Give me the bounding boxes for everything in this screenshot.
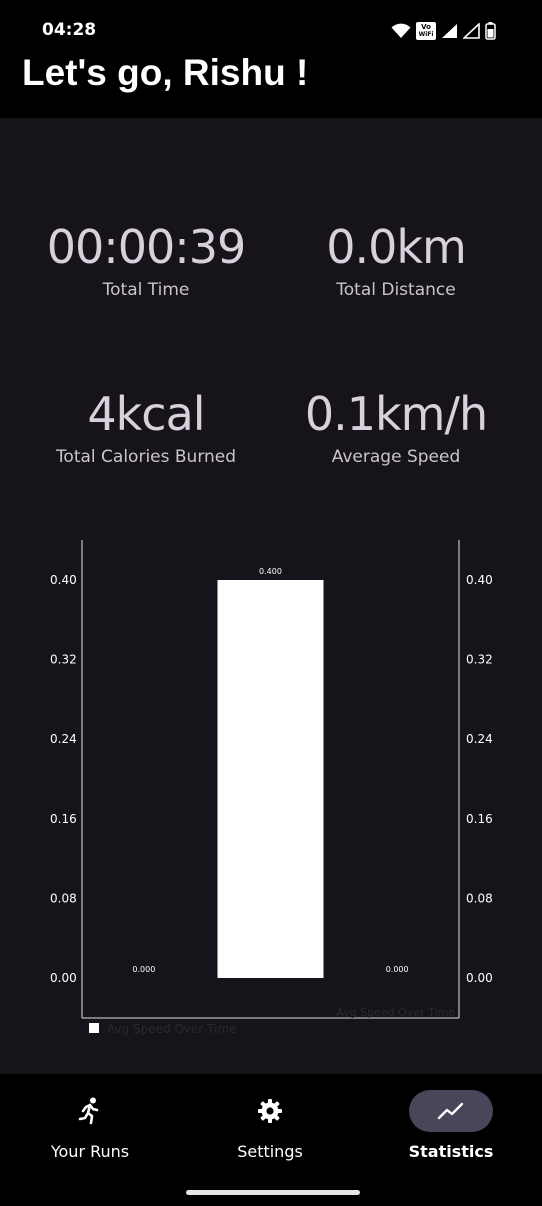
total-time-value: 00:00:39 xyxy=(46,220,247,274)
battery-icon xyxy=(485,22,496,40)
avg-speed-chart-svg: 0.00 0.00 0.08 0.08 0.16 0.16 0.24 0.24 0.32 0.32… xyxy=(50,540,493,1036)
y-tick-label-left: 0.16 xyxy=(50,812,77,826)
signal-icon xyxy=(442,24,457,38)
y-tick-label-right: 0.24 xyxy=(466,732,493,746)
nav-item-settings[interactable]: Settings xyxy=(190,1090,350,1161)
volte-bottom-text: WiFi xyxy=(418,31,434,38)
total-distance-label: Total Distance xyxy=(336,280,456,300)
chart-bar xyxy=(217,580,324,978)
volte-top-text: Vo xyxy=(421,23,431,31)
running-person-icon xyxy=(78,1097,99,1125)
avg-speed-value: 0.1km/h xyxy=(304,387,488,441)
y-tick-label-left: 0.32 xyxy=(50,653,77,667)
y-tick-label-left: 0.24 xyxy=(50,732,77,746)
y-tick-label-left: 0.08 xyxy=(50,891,77,905)
legend-label: Avg Speed Over Time xyxy=(107,1022,237,1036)
y-tick-label-right: 0.08 xyxy=(466,891,493,905)
stat-total-time: 00:00:39 Total Time xyxy=(16,220,276,300)
nav-item-statistics[interactable]: Statistics xyxy=(371,1090,531,1161)
stat-calories: 4kcal Total Calories Burned xyxy=(16,387,276,467)
gear-icon xyxy=(258,1099,282,1123)
total-time-label: Total Time xyxy=(102,280,190,300)
calories-label: Total Calories Burned xyxy=(55,447,237,467)
y-tick-label-left: 0.00 xyxy=(50,971,77,985)
y-tick-label-right: 0.00 xyxy=(466,971,493,985)
avg-speed-chart: 0.00 0.00 0.08 0.08 0.16 0.16 0.24 0.24 0.32 0.32… xyxy=(0,530,542,1040)
nav-label-your-runs: Your Runs xyxy=(50,1142,130,1161)
y-tick-label-right: 0.40 xyxy=(466,573,493,587)
bottom-navigation: Your Runs Settings Statistics xyxy=(0,1074,542,1206)
y-tick-label-right: 0.32 xyxy=(466,653,493,667)
nav-item-your-runs[interactable]: Your Runs xyxy=(10,1090,170,1161)
home-indicator[interactable] xyxy=(186,1190,360,1195)
status-bar: 04:28 Vo WiFi Let's go, Rishu ! xyxy=(0,0,542,118)
nav-icon-pill xyxy=(228,1090,312,1132)
nav-label-statistics: Statistics xyxy=(408,1142,494,1161)
legend-swatch xyxy=(89,1023,99,1033)
greeting-title: Let's go, Rishu ! xyxy=(22,52,309,93)
status-clock: 04:28 xyxy=(42,20,97,40)
status-icons: Vo WiFi xyxy=(391,22,496,40)
nav-icon-pill-active xyxy=(409,1090,493,1132)
nav-label-settings: Settings xyxy=(237,1142,303,1161)
bar-value-label: 0.000 xyxy=(132,965,155,974)
y-tick-label-left: 0.40 xyxy=(50,573,77,587)
total-distance-value: 0.0km xyxy=(326,220,467,274)
signal-empty-icon xyxy=(463,23,480,39)
chart-description: Avg Speed Over Time xyxy=(336,1006,455,1019)
bar-value-label: 0.000 xyxy=(386,965,409,974)
calories-value: 4kcal xyxy=(87,387,205,441)
trend-line-icon xyxy=(437,1102,464,1120)
stat-total-distance: 0.0km Total Distance xyxy=(266,220,526,300)
stat-avg-speed: 0.1km/h Average Speed xyxy=(266,387,526,467)
bar-value-label: 0.400 xyxy=(259,567,282,576)
avg-speed-label: Average Speed xyxy=(331,447,461,467)
volte-wifi-icon: Vo WiFi xyxy=(416,22,436,40)
nav-icon-pill xyxy=(48,1090,132,1132)
y-tick-label-right: 0.16 xyxy=(466,812,493,826)
wifi-icon xyxy=(391,23,411,38)
